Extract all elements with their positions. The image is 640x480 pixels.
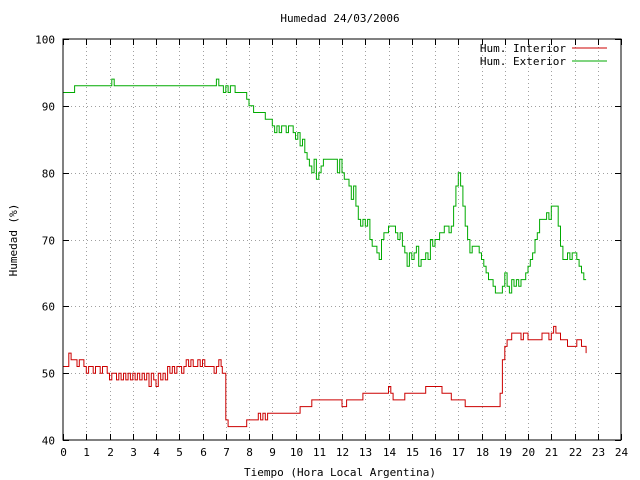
plot-frame (62, 38, 622, 441)
x-tick-label: 0 (60, 446, 67, 459)
x-tick-label: 10 (290, 446, 303, 459)
x-tick-label: 21 (545, 446, 558, 459)
x-tick-label: 20 (522, 446, 535, 459)
series-layer (63, 78, 587, 428)
x-tick-label: 6 (200, 446, 207, 459)
y-tick-labels: 40 50 60 70 80 90 100 (35, 34, 55, 448)
x-tick-labels: 0 1 2 3 4 5 6 7 8 9 10 11 12 13 14 15 16 17 18 19 20 21 22 23 24 (60, 446, 628, 459)
x-tick-label: 24 (615, 446, 629, 459)
x-tick-label: 15 (406, 446, 419, 459)
y-tick-label: 40 (42, 435, 55, 448)
x-tick-label: 23 (592, 446, 605, 459)
chart-title: Humedad 24/03/2006 (280, 12, 399, 25)
y-tick-label: 100 (35, 34, 55, 47)
x-tick-label: 5 (176, 446, 183, 459)
x-axis-label: Tiempo (Hora Local Argentina) (244, 466, 436, 479)
x-tick-label: 9 (269, 446, 276, 459)
x-tick-label: 18 (476, 446, 489, 459)
y-tick-label: 80 (42, 168, 55, 181)
x-tick-label: 17 (452, 446, 465, 459)
legend-label: Hum. Exterior (480, 55, 566, 68)
y-tick-label: 60 (42, 301, 55, 314)
x-tick-label: 16 (429, 446, 442, 459)
series-line-interior (63, 325, 587, 428)
x-tick-label: 2 (107, 446, 114, 459)
x-tick-label: 14 (383, 446, 397, 459)
series-line-exterior (63, 78, 587, 294)
y-tick-label: 70 (42, 235, 55, 248)
y-tick-label: 90 (42, 101, 55, 114)
x-tick-label: 3 (130, 446, 137, 459)
x-tick-label: 7 (223, 446, 230, 459)
y-tick-label: 50 (42, 368, 55, 381)
x-tick-label: 11 (313, 446, 326, 459)
x-tick-label: 19 (499, 446, 512, 459)
y-axis-label: Humedad (%) (7, 204, 20, 277)
x-tick-label: 22 (569, 446, 582, 459)
x-tick-label: 12 (336, 446, 349, 459)
x-tick-label: 1 (83, 446, 90, 459)
x-tick-label: 13 (359, 446, 372, 459)
x-tick-label: 8 (246, 446, 253, 459)
legend-label: Hum. Interior (480, 42, 566, 55)
x-tick-label: 4 (153, 446, 160, 459)
